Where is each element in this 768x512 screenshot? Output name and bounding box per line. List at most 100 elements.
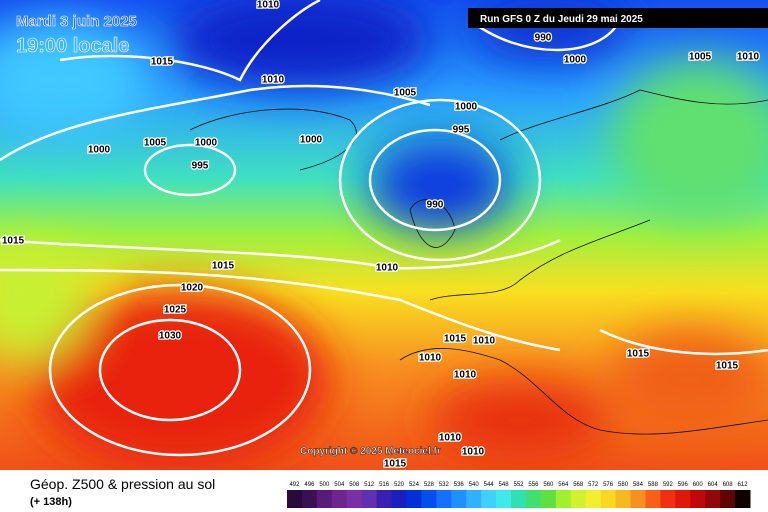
colorbar-swatch: [391, 490, 407, 508]
colorbar-label: 584: [633, 482, 644, 488]
isobar-label: 990: [535, 33, 552, 44]
colorbar-label: 600: [693, 482, 704, 488]
colorbar-label: 588: [648, 482, 659, 488]
isobar-label: 1005: [144, 138, 167, 149]
colorbar-label: 564: [558, 482, 569, 488]
colorbar-swatch: [570, 490, 587, 508]
colorbar-label: 592: [663, 482, 674, 488]
colorbar-label: 524: [409, 482, 420, 488]
colorbar-label: 556: [528, 482, 539, 488]
colorbar-swatch: [645, 490, 661, 508]
colorbar-swatch: [690, 490, 706, 508]
colorbar-label: 576: [603, 482, 614, 488]
isobar-label: 1010: [737, 52, 760, 63]
colorbar-label: 568: [573, 482, 584, 488]
colorbar-swatch: [600, 490, 617, 508]
colorbar-swatch: [451, 490, 467, 508]
colorbar-swatch: [525, 490, 542, 508]
colorbar-swatch: [331, 490, 348, 508]
map-time: 19:00 locale: [16, 35, 129, 57]
colorbar-swatch: [346, 490, 363, 508]
colorbar-label: 496: [304, 482, 315, 488]
colorbar-label: 532: [439, 482, 450, 488]
colorbar-swatch: [555, 490, 572, 508]
footer-title: Géop. Z500 & pression au sol: [30, 476, 215, 492]
colorbar-label: 536: [454, 482, 465, 488]
colorbar-swatch: [376, 490, 393, 508]
isobar-label: 1010: [262, 75, 285, 86]
colorbar: 492 496 500 504 508 512 516 520 524 528 532 536 540 5…: [287, 482, 751, 508]
colorbar-swatch: [301, 490, 318, 508]
isobar-label: 1000: [455, 102, 478, 113]
colorbar-label: 516: [379, 482, 390, 488]
colorbar-label: 572: [588, 482, 599, 488]
colorbar-label: 560: [543, 482, 554, 488]
isobar-label: 1015: [716, 361, 739, 372]
isobar-label: 1020: [181, 283, 204, 294]
colorbar-label: 540: [469, 482, 480, 488]
coastlines: [189, 89, 768, 435]
isobar-label: 1010: [462, 447, 485, 458]
colorbar-swatch: [511, 490, 527, 508]
colorbar-label: 512: [364, 482, 375, 488]
colorbar-swatch: [481, 490, 497, 508]
isobar-label: 1000: [195, 138, 218, 149]
isobar-label: 1000: [564, 55, 587, 66]
isobar-label: 1010: [419, 353, 442, 364]
colorbar-label: 544: [484, 482, 495, 488]
colorbar-label: 528: [424, 482, 435, 488]
colorbar-label: 520: [394, 482, 405, 488]
colorbar-swatch: [675, 490, 691, 508]
isobar-label: 1015: [627, 349, 650, 360]
colorbar-swatch: [660, 490, 676, 508]
isobar-label: 1005: [394, 88, 417, 99]
isobars: [0, 0, 768, 455]
isobar-label: 1015: [2, 236, 25, 247]
colorbar-label: 596: [678, 482, 689, 488]
colorbar-swatch: [720, 490, 736, 508]
isobar-label: 1000: [88, 145, 111, 156]
colorbar-swatch: [436, 490, 452, 508]
isobar-label: 1015: [444, 334, 467, 345]
run-box: [468, 8, 768, 28]
isobar-label: 1010: [257, 0, 280, 11]
copyright: Copyright © 2025 Meteociel.fr: [300, 446, 441, 457]
colorbar-label: 504: [334, 482, 345, 488]
map-date: Mardi 3 juin 2025: [16, 13, 137, 30]
colorbar-swatch: [705, 490, 721, 508]
isobar-label: 995: [453, 125, 470, 136]
isobar-label: 1015: [151, 57, 174, 68]
colorbar-label: 508: [349, 482, 360, 488]
isobar-label: 1005: [689, 52, 712, 63]
colorbar-swatch: [585, 490, 602, 508]
isobar-label: 1015: [384, 459, 407, 470]
colorbar-swatch: [496, 490, 512, 508]
colorbar-label: 548: [499, 482, 510, 488]
isobar-label: 990: [427, 200, 444, 211]
colorbar-swatch: [615, 490, 632, 508]
colorbar-label: 552: [513, 482, 524, 488]
isobar-label: 1010: [376, 263, 399, 274]
colorbar-label: 500: [319, 482, 330, 488]
isobar-label: 1025: [164, 305, 187, 316]
colorbar-swatch: [540, 490, 557, 508]
isobar-label: 1010: [439, 433, 462, 444]
colorbar-swatch: [421, 490, 437, 508]
colorbar-swatch: [466, 490, 482, 508]
isobar-label: 1030: [159, 331, 182, 342]
colorbar-label: 604: [708, 482, 719, 488]
colorbar-swatch: [316, 490, 333, 508]
colorbar-label: 580: [618, 482, 629, 488]
isobar-label: 1010: [454, 370, 477, 381]
footer-lead: (+ 138h): [30, 496, 72, 508]
colorbar-label: 492: [289, 482, 300, 488]
isobar-label: 995: [192, 161, 209, 172]
isobar-label: 1010: [473, 336, 496, 347]
isobar-label: 1015: [212, 261, 235, 272]
run-info: Run GFS 0 Z du Jeudi 29 mai 2025: [480, 14, 643, 25]
colorbar-label: 612: [738, 482, 749, 488]
colorbar-swatch: [630, 490, 646, 508]
colorbar-swatch: [406, 490, 422, 508]
